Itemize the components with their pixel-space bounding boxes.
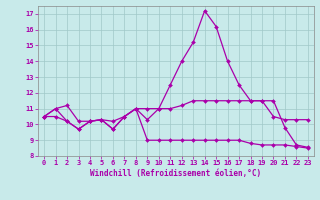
X-axis label: Windchill (Refroidissement éolien,°C): Windchill (Refroidissement éolien,°C): [91, 169, 261, 178]
